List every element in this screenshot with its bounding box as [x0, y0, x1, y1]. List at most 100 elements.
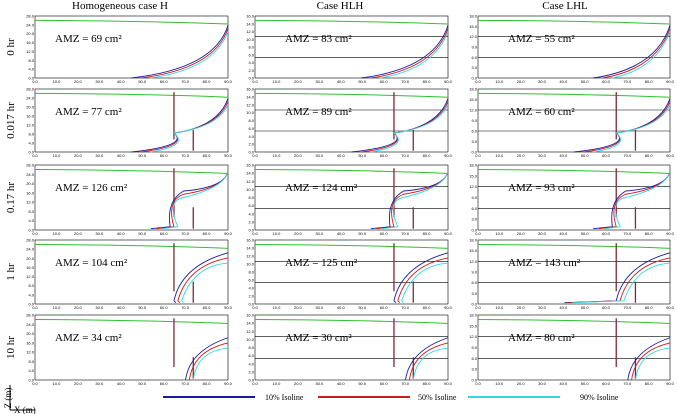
- x-tick-label: 0.0: [475, 305, 481, 310]
- water-table: [254, 319, 449, 324]
- x-tick-label: 30.0: [538, 79, 547, 84]
- x-tick-label: 60.0: [380, 305, 389, 310]
- x-tick-label: 50.0: [581, 79, 590, 84]
- water-table: [34, 319, 229, 324]
- water-table: [254, 92, 449, 98]
- x-tick-label: 80.0: [645, 231, 654, 236]
- x-axis-label: X (m): [14, 405, 36, 414]
- x-tick-label: 10.0: [53, 231, 62, 236]
- y-tick-label: 24.0: [26, 96, 35, 101]
- x-tick-label: 70.0: [181, 305, 190, 310]
- y-tick-label: 4.0: [248, 211, 254, 216]
- y-tick-label: 24.0: [26, 322, 35, 327]
- panel: 0.0 10.0 20.0 30.0 40.0 50.0 60.0 70.0 80.0 90.0 0…: [26, 87, 232, 159]
- x-tick-label: 60.0: [602, 381, 611, 386]
- y-tick-label: 15.0: [469, 173, 478, 178]
- y-tick-label: 20.0: [26, 256, 35, 261]
- panel: 0.0 10.0 20.0 30.0 40.0 50.0 60.0 70.0 80.0 90.0 0…: [246, 313, 452, 387]
- x-tick-label: 0.0: [475, 153, 481, 158]
- y-tick-label: 12.0: [26, 123, 35, 128]
- isoline: [370, 104, 449, 153]
- x-tick-label: 20.0: [294, 153, 303, 158]
- x-tick-label: 50.0: [138, 231, 147, 236]
- x-tick-label: 50.0: [581, 231, 590, 236]
- legend-label: 10% Isoline: [265, 393, 304, 402]
- isoline: [634, 347, 671, 381]
- amz-label: AMZ = 104 cm²: [55, 257, 128, 269]
- isoline: [177, 257, 229, 304]
- y-tick-label: 9.0: [471, 118, 477, 123]
- plot-frame: [254, 239, 449, 305]
- y-tick-label: 18.0: [469, 163, 478, 168]
- y-tick-label: 6.0: [248, 353, 254, 358]
- x-tick-label: 30.0: [538, 231, 547, 236]
- panel: 0.0 10.0 20.0 30.0 40.0 50.0 60.0 70.0 80.0 90.0 0…: [26, 14, 232, 85]
- isoline: [393, 252, 449, 304]
- y-tick-label: 15.0: [469, 248, 478, 253]
- y-tick-label: 12.0: [469, 259, 478, 264]
- y-tick-label: 16.0: [26, 340, 35, 345]
- isoline: [593, 104, 671, 153]
- panel: 0.0 10.0 20.0 30.0 40.0 50.0 60.0 70.0 80.0 90.0 0…: [469, 313, 674, 387]
- x-tick-label: 60.0: [602, 305, 611, 310]
- y-tick-label: 8.0: [28, 283, 34, 288]
- x-tick-label: 90.0: [224, 305, 233, 310]
- isoline: [397, 257, 449, 304]
- x-tick-label: 40.0: [117, 305, 126, 310]
- x-tick-label: 0.0: [475, 381, 481, 386]
- y-tick-label: 12.0: [26, 200, 35, 205]
- y-tick-label: 20.0: [26, 331, 35, 336]
- y-tick-label: 16.0: [26, 265, 35, 270]
- panel: 0.0 10.0 20.0 30.0 40.0 50.0 60.0 70.0 80.0 90.0 0…: [469, 163, 674, 237]
- plot-frame: [34, 88, 229, 153]
- x-tick-label: 50.0: [358, 79, 367, 84]
- y-tick-label: 12.0: [246, 29, 255, 34]
- x-tick-label: 90.0: [666, 153, 675, 158]
- plot-frame: [34, 239, 229, 305]
- plot-frame: [477, 314, 671, 381]
- x-tick-label: 60.0: [602, 79, 611, 84]
- row-label: 0.017 hr: [5, 102, 17, 139]
- x-tick-label: 70.0: [181, 231, 190, 236]
- y-tick-label: 24.0: [26, 22, 35, 27]
- y-tick-label: 16.0: [26, 190, 35, 195]
- x-tick-label: 0.0: [252, 231, 258, 236]
- amz-label: AMZ = 55 cm²: [508, 33, 575, 45]
- x-tick-label: 40.0: [337, 153, 346, 158]
- amz-label: AMZ = 89 cm²: [285, 106, 352, 118]
- isoline: [401, 262, 449, 304]
- y-tick-label: 20.0: [26, 181, 35, 186]
- isoline: [602, 28, 671, 79]
- x-tick-label: 10.0: [53, 79, 62, 84]
- isoline: [627, 337, 671, 381]
- y-tick-label: 4.0: [28, 141, 34, 146]
- y-tick-label: 3.0: [471, 217, 477, 222]
- y-tick-label: 0.0: [471, 76, 477, 81]
- water-table: [477, 243, 671, 249]
- y-tick-label: 4.0: [28, 292, 34, 297]
- x-tick-label: 30.0: [315, 231, 324, 236]
- x-tick-label: 10.0: [495, 153, 504, 158]
- y-tick-label: 0.0: [28, 378, 34, 383]
- x-tick-label: 70.0: [181, 381, 190, 386]
- y-tick-label: 14.0: [246, 21, 255, 26]
- x-tick-label: 40.0: [559, 305, 568, 310]
- x-tick-label: 90.0: [444, 79, 453, 84]
- y-tick-label: 8.0: [248, 118, 254, 123]
- y-tick-label: 2.0: [248, 294, 254, 299]
- y-tick-label: 8.0: [28, 209, 34, 214]
- x-tick-label: 20.0: [294, 381, 303, 386]
- y-tick-label: 6.0: [471, 129, 477, 134]
- y-tick-label: 9.0: [471, 345, 477, 350]
- x-tick-label: 90.0: [444, 305, 453, 310]
- isoline: [185, 337, 229, 381]
- x-tick-label: 60.0: [160, 153, 169, 158]
- y-tick-label: 28.0: [26, 313, 35, 318]
- x-tick-label: 30.0: [315, 79, 324, 84]
- x-tick-label: 20.0: [517, 231, 526, 236]
- x-tick-label: 90.0: [444, 381, 453, 386]
- y-tick-label: 6.0: [248, 203, 254, 208]
- x-tick-label: 50.0: [358, 231, 367, 236]
- x-tick-label: 80.0: [645, 381, 654, 386]
- y-tick-label: 24.0: [26, 247, 35, 252]
